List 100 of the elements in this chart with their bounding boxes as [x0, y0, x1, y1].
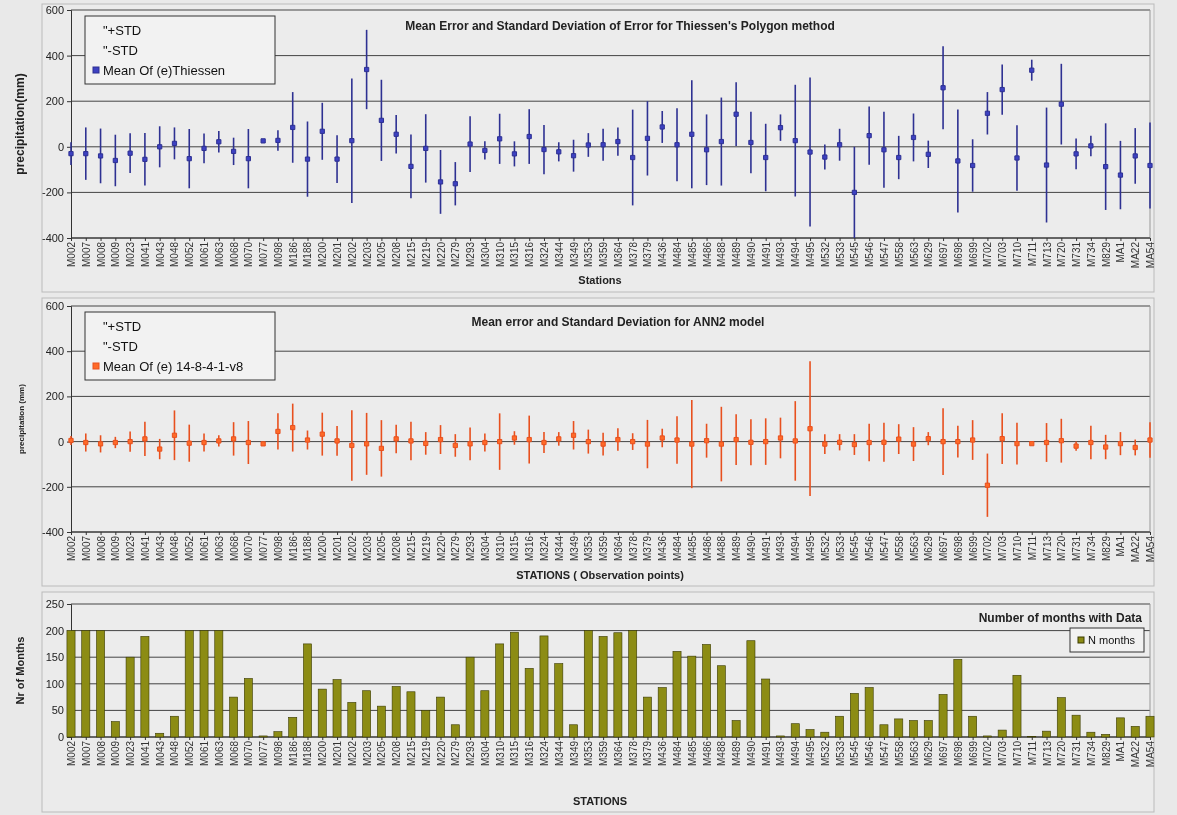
x-axis-title: STATIONS	[573, 795, 627, 807]
x-tick-label: M710	[1011, 535, 1023, 562]
x-tick-label: M378	[627, 740, 639, 767]
bar	[731, 720, 741, 738]
x-tick-label: M070	[243, 241, 255, 268]
x-tick-label: M052	[184, 535, 196, 562]
x-tick-label: M720	[1056, 241, 1068, 268]
x-tick-label: M200	[317, 740, 329, 767]
x-tick-label: M043	[154, 241, 166, 268]
x-tick-label: M546	[864, 740, 876, 767]
x-tick-label: M703	[997, 740, 1009, 767]
x-tick-label: M293	[465, 535, 477, 562]
x-tick-label: M009	[110, 241, 122, 268]
x-tick-label: M702	[982, 535, 994, 562]
x-tick-label: M310	[494, 535, 506, 562]
x-tick-label: M186	[287, 740, 299, 767]
x-tick-label: M219	[420, 535, 432, 562]
y-tick-label: 100	[45, 677, 64, 690]
legend-label: Mean Of (e) 14-8-4-1-v8	[103, 358, 244, 374]
x-tick-label: M219	[420, 740, 432, 767]
bar	[110, 721, 120, 738]
x-tick-label: M315	[509, 241, 521, 268]
bar	[170, 715, 179, 738]
x-tick-label: M713	[1041, 740, 1053, 767]
bar	[436, 696, 445, 738]
x-tick-label: M364	[612, 241, 624, 268]
x-tick-label: M202	[346, 535, 358, 562]
x-tick-label: M490	[745, 740, 757, 767]
x-tick-label: M558	[893, 535, 905, 562]
x-tick-label: M359	[598, 740, 610, 767]
bar	[598, 636, 608, 738]
bar	[805, 729, 815, 738]
x-tick-label: M202	[346, 740, 358, 767]
x-tick-label: M052	[184, 241, 196, 268]
x-tick-label: M002	[66, 535, 77, 562]
x-tick-label: MA54	[1145, 740, 1156, 768]
x-tick-label: M698	[952, 241, 964, 268]
x-tick-label: M023	[125, 241, 137, 268]
x-tick-label: M063	[213, 535, 225, 562]
x-tick-label: M629	[923, 740, 935, 767]
bar	[1145, 715, 1155, 738]
bar	[716, 665, 726, 738]
x-tick-label: M304	[479, 535, 491, 562]
bar	[613, 632, 623, 738]
x-tick-label: M494	[790, 241, 802, 268]
x-tick-label: M699	[967, 241, 979, 268]
y-tick-label: 50	[51, 704, 64, 717]
bar	[761, 678, 771, 738]
x-tick-label: M048	[169, 241, 181, 268]
x-tick-label: M279	[450, 241, 462, 268]
bar	[790, 723, 800, 738]
x-axis-title: Stations	[578, 274, 622, 286]
x-tick-label: M545	[849, 535, 861, 562]
x-tick-label: M493	[775, 535, 787, 562]
x-tick-label: M734	[1085, 740, 1097, 767]
x-tick-label: M279	[450, 535, 462, 562]
y-tick-label: 150	[45, 651, 64, 664]
bar	[968, 715, 977, 738]
x-tick-label: M710	[1011, 241, 1023, 268]
x-tick-label: M731	[1071, 740, 1083, 767]
x-tick-label: M205	[376, 241, 388, 268]
x-tick-label: M829	[1100, 740, 1112, 767]
annotation: "+STD	[103, 22, 142, 38]
x-tick-label: M068	[228, 241, 240, 268]
x-tick-label: M349	[568, 740, 580, 767]
x-tick-label: M734	[1085, 535, 1097, 562]
x-tick-label: M063	[213, 740, 225, 767]
bar	[184, 630, 194, 738]
x-tick-label: M488	[716, 740, 728, 767]
y-tick-label: -200	[41, 186, 64, 199]
x-tick-label: MA54	[1145, 241, 1156, 269]
x-tick-label: M201	[332, 241, 344, 268]
annotation: "+STD	[103, 318, 142, 334]
x-tick-label: M007	[80, 535, 92, 562]
x-tick-label: M353	[583, 241, 595, 268]
bar	[155, 732, 165, 738]
x-tick-label: M485	[686, 535, 698, 562]
bar	[569, 724, 578, 738]
x-tick-label: M546	[864, 535, 876, 562]
x-tick-label: M829	[1100, 535, 1112, 562]
bar	[391, 686, 401, 738]
x-tick-label: M491	[760, 740, 772, 767]
bar	[628, 630, 638, 738]
bar	[406, 691, 416, 738]
bar	[317, 688, 327, 738]
bar	[1101, 734, 1111, 738]
x-tick-label: M484	[672, 740, 684, 767]
y-tick-label: 600	[45, 300, 64, 313]
x-tick-label: MA22	[1130, 241, 1142, 269]
x-tick-label: M349	[568, 241, 580, 268]
x-tick-label: M484	[672, 535, 684, 562]
x-tick-label: M061	[199, 740, 211, 767]
x-tick-label: M720	[1056, 535, 1068, 562]
bar	[1042, 730, 1051, 738]
x-tick-label: M048	[169, 535, 181, 562]
bar	[1130, 726, 1140, 738]
x-tick-label: M202	[346, 241, 358, 268]
x-tick-label: M558	[893, 241, 905, 268]
x-tick-label: M098	[272, 241, 284, 268]
x-tick-label: M495	[805, 740, 817, 767]
